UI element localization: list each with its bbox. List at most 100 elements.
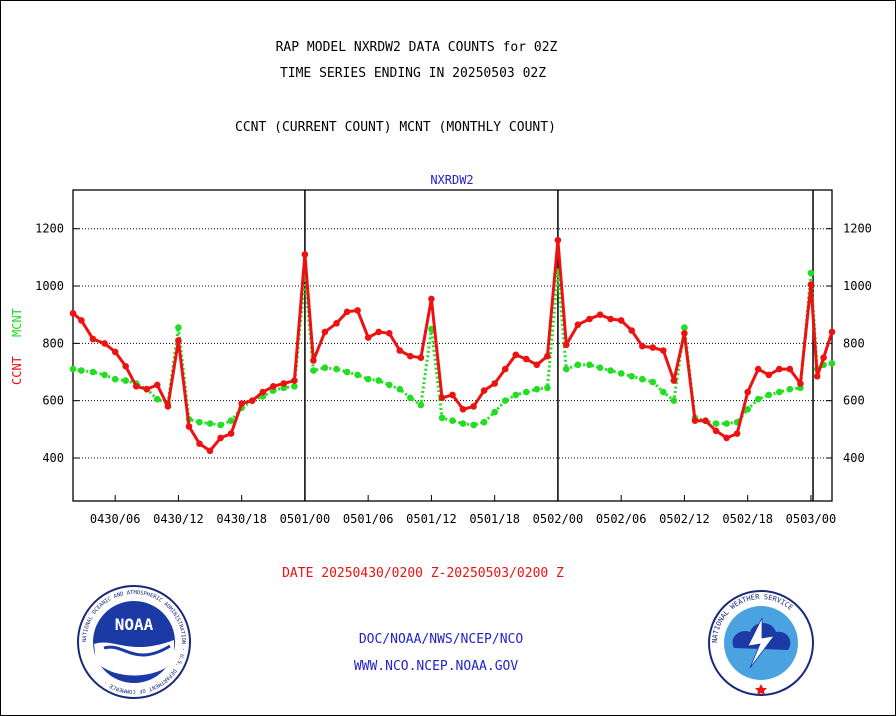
- mcnt-point: [89, 368, 97, 376]
- ccnt-point: [733, 430, 741, 437]
- ccnt-point: [291, 377, 298, 384]
- x-tick-label: 0430/12: [153, 512, 204, 526]
- ccnt-point: [259, 388, 267, 396]
- ccnt-point: [563, 341, 570, 349]
- plot-title: NXRDW2: [430, 173, 473, 187]
- ccnt-point: [248, 397, 256, 405]
- y-tick-label-left: 600: [42, 394, 64, 408]
- ccnt-point: [554, 236, 562, 244]
- mcnt-point: [227, 417, 235, 425]
- mcnt-point: [206, 420, 214, 427]
- mcnt-point: [649, 378, 657, 386]
- mcnt-point: [333, 365, 340, 373]
- mcnt-point: [512, 391, 520, 399]
- ccnt-point: [154, 381, 161, 389]
- grid-lines: [73, 228, 832, 459]
- y-axis-label-mcnt: MCNT: [10, 308, 24, 337]
- mcnt-point: [712, 420, 720, 427]
- ccnt-point: [301, 251, 309, 258]
- x-tick-label: 0502/06: [596, 512, 647, 526]
- ccnt-point: [185, 423, 193, 430]
- day-boundary-lines: [304, 190, 814, 501]
- mcnt-point: [407, 394, 414, 402]
- ccnt-point: [807, 281, 815, 288]
- y-tick-label-right: 800: [843, 336, 865, 350]
- ccnt-point: [501, 365, 509, 373]
- ccnt-point: [78, 317, 85, 324]
- ccnt-point: [681, 330, 688, 337]
- ccnt-point: [607, 315, 614, 323]
- ccnt-point: [828, 328, 836, 336]
- x-axis-ticks: 0430/06 0430/12 0430/18 0501/00 0501/06 0501/…: [90, 495, 836, 526]
- mcnt-point: [533, 385, 541, 393]
- mcnt-point: [386, 381, 393, 389]
- ccnt-point: [491, 380, 499, 387]
- mcnt-point: [744, 406, 751, 413]
- ccnt-point: [820, 354, 827, 362]
- mcnt-point: [723, 420, 730, 427]
- ccnt-point: [69, 310, 77, 317]
- ccnt-point: [164, 403, 172, 410]
- mcnt-point: [310, 367, 317, 374]
- mcnt-point: [438, 414, 446, 422]
- ccnt-point: [270, 383, 277, 390]
- mcnt-point: [639, 375, 646, 383]
- mcnt-point: [765, 391, 773, 399]
- y-tick-label-right: 400: [843, 451, 865, 465]
- ccnt-point: [354, 307, 361, 314]
- ccnt-point: [512, 351, 520, 359]
- ccnt-point: [702, 417, 709, 425]
- x-tick-label: 0502/12: [659, 512, 710, 526]
- ccnt-point: [238, 400, 245, 407]
- mcnt-point: [101, 371, 108, 379]
- ccnt-point: [227, 430, 235, 437]
- ccnt-point: [723, 434, 730, 442]
- ccnt-point: [533, 361, 541, 369]
- ccnt-point: [386, 330, 393, 337]
- mcnt-point: [670, 397, 678, 405]
- noaa-logo-text: NOAA: [115, 615, 154, 634]
- ccnt-series: [69, 236, 836, 455]
- ccnt-point: [343, 308, 351, 316]
- ccnt-point: [101, 340, 108, 347]
- mcnt-point: [786, 385, 794, 393]
- mcnt-point: [449, 417, 456, 425]
- ccnt-point: [628, 327, 635, 334]
- noaa-logo: NOAA NATIONAL OCEANIC AND ATMOSPHERIC AD…: [77, 585, 191, 699]
- mcnt-point: [563, 365, 570, 373]
- ccnt-point: [196, 440, 203, 448]
- ccnt-point: [544, 352, 551, 360]
- ccnt-point: [596, 311, 604, 319]
- mcnt-point: [681, 324, 688, 331]
- mcnt-point: [78, 367, 85, 374]
- mcnt-point: [776, 388, 783, 396]
- mcnt-point: [807, 269, 815, 277]
- ccnt-point: [754, 365, 762, 373]
- ccnt-point: [649, 344, 657, 351]
- ccnt-point: [89, 335, 97, 343]
- mcnt-point: [396, 385, 404, 393]
- ccnt-point: [480, 387, 488, 394]
- ccnt-point: [691, 417, 699, 425]
- ccnt-point: [470, 403, 477, 410]
- ccnt-point: [639, 342, 646, 350]
- ccnt-point: [280, 380, 288, 387]
- mcnt-point: [660, 388, 667, 396]
- mcnt-point: [628, 373, 635, 380]
- ccnt-point: [617, 317, 625, 324]
- ccnt-point: [321, 328, 329, 336]
- mcnt-point: [154, 395, 161, 403]
- ccnt-point: [660, 347, 667, 354]
- ccnt-point: [396, 347, 404, 354]
- x-tick-label: 0501/18: [469, 512, 520, 526]
- ccnt-point: [744, 388, 751, 396]
- ccnt-point: [428, 295, 435, 303]
- x-tick-label: 0501/00: [280, 512, 331, 526]
- ccnt-point: [122, 363, 129, 370]
- mcnt-point: [574, 361, 582, 369]
- ccnt-point: [712, 427, 720, 435]
- ccnt-point: [765, 371, 773, 379]
- x-tick-label: 0503/00: [786, 512, 837, 526]
- website-link[interactable]: WWW.NCO.NCEP.NOAA.GOV: [353, 659, 519, 674]
- org-path-link[interactable]: DOC/NOAA/NWS/NCEP/NCO: [358, 632, 524, 647]
